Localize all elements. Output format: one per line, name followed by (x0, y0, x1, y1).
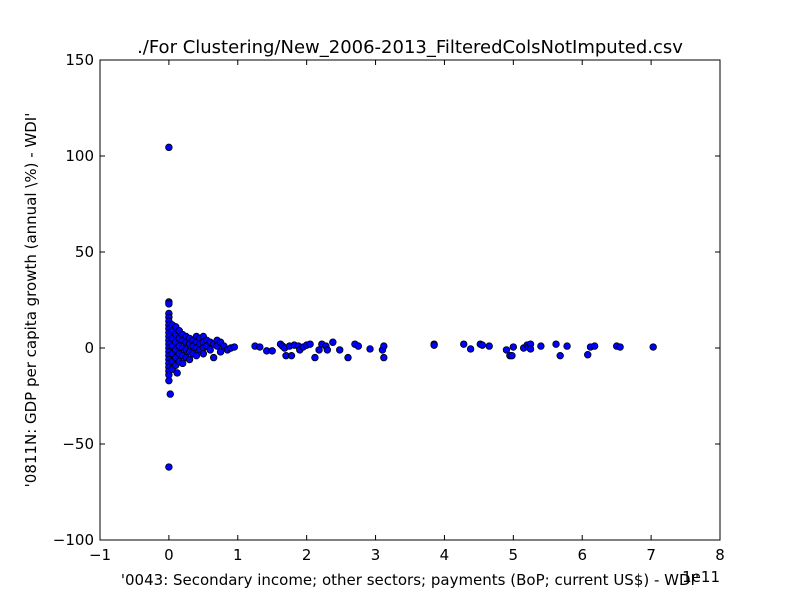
chart-title: ./For Clustering/New_2006-2013_FilteredC… (137, 37, 683, 58)
scatter-point (287, 351, 296, 360)
scatter-point (165, 463, 173, 471)
scatter-point (508, 351, 516, 360)
scatter-point (329, 338, 337, 346)
x-tick-label: −1 (89, 546, 111, 564)
y-axis-ticks: −100 −50 0 50 100 150 (53, 51, 720, 549)
y-tick-label: 100 (65, 147, 94, 165)
x-tick-label: 2 (302, 546, 312, 564)
y-axis-label: '0811N: GDP per capita growth (annual \%… (22, 113, 40, 488)
scatter-point (230, 343, 239, 351)
scatter-point (173, 369, 181, 377)
x-tick-label: 4 (440, 546, 450, 564)
scatter-point (485, 342, 493, 350)
scatter-point (209, 353, 218, 362)
scatter-point (165, 143, 173, 152)
scatter-point (185, 355, 194, 364)
scatter-point (430, 341, 438, 349)
scatter-point (192, 351, 201, 360)
plot-area (165, 143, 657, 471)
x-tick-label: 0 (164, 546, 174, 564)
scatter-point (552, 340, 560, 348)
y-tick-label: 0 (84, 339, 94, 357)
x-axis-ticks: −1 0 1 2 3 4 5 6 7 8 (89, 60, 725, 564)
x-tick-label: 5 (509, 546, 519, 564)
x-tick-label: 3 (371, 546, 381, 564)
scatter-point (509, 343, 518, 351)
x-tick-label: 7 (646, 546, 656, 564)
scatter-point (502, 346, 511, 354)
scatter-point (478, 341, 487, 349)
scatter-point (344, 353, 352, 362)
scatter-point (165, 300, 173, 308)
scatter-point (590, 342, 599, 350)
scatter-point (526, 345, 535, 353)
scatter-point (336, 346, 344, 354)
y-tick-label: −50 (62, 435, 94, 453)
scatter-point (311, 353, 319, 362)
scatter-point (354, 342, 363, 350)
scatter-point (380, 342, 388, 350)
scatter-point (323, 346, 332, 354)
x-tick-label: 8 (715, 546, 725, 564)
scatter-point (556, 351, 564, 360)
scatter-point (380, 353, 388, 362)
scatter-point (584, 351, 592, 359)
scatter-point (563, 342, 571, 350)
scatter-point (216, 348, 225, 356)
y-tick-label: 50 (75, 243, 94, 261)
x-axis-label: '0043: Secondary income; other sectors; … (121, 571, 699, 589)
scatter-point (466, 345, 475, 353)
x-tick-label: 6 (577, 546, 587, 564)
scatter-point (616, 343, 624, 351)
y-tick-label: −100 (53, 531, 94, 549)
scatter-point (460, 340, 468, 348)
scatter-point (178, 359, 187, 368)
scatter-point (206, 346, 214, 354)
scatter-point (649, 343, 657, 351)
scatter-point (306, 340, 314, 348)
y-tick-label: 150 (65, 51, 94, 69)
scatter-point (366, 345, 374, 353)
scatter-point (256, 343, 264, 351)
scatter-point (268, 347, 276, 355)
scatter-point (166, 390, 174, 398)
scatter-point (537, 342, 545, 350)
axes-frame (99, 59, 721, 541)
x-tick-label: 1 (233, 546, 243, 564)
scatter-point (199, 350, 208, 358)
x-axis-offset-label: 1e11 (682, 568, 720, 586)
scatter-point (165, 376, 173, 385)
